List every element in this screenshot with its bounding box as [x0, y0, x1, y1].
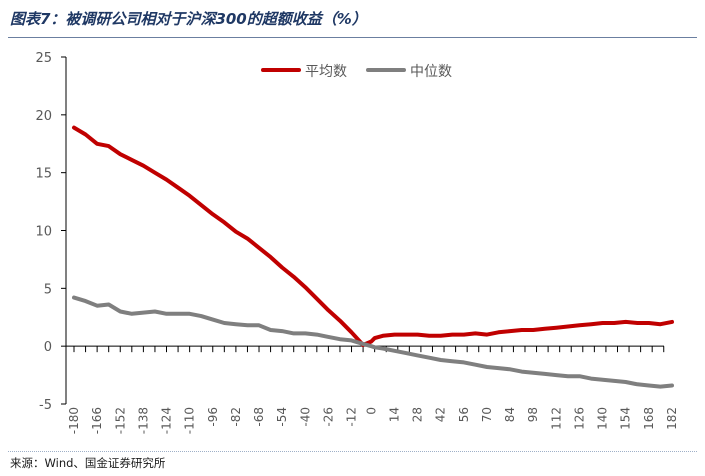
- x-tick-label: -68: [252, 407, 266, 427]
- legend-item-mean-label: 平均数: [305, 64, 347, 80]
- x-tick-label: -152: [113, 407, 127, 434]
- x-tick-label: -82: [229, 407, 243, 427]
- x-tick-label: 112: [549, 407, 563, 430]
- y-tick-label: 10: [35, 225, 52, 240]
- y-tick-label: 25: [35, 51, 52, 66]
- x-tick-label: 126: [572, 407, 586, 430]
- x-tick-label: 70: [480, 407, 494, 422]
- y-tick-label: 20: [35, 109, 52, 124]
- x-tick-label: -110: [183, 407, 197, 434]
- x-tick-label: -26: [321, 407, 335, 427]
- x-tick-label: -124: [160, 407, 174, 434]
- x-tick-label: 28: [411, 407, 425, 422]
- x-tick-label: 42: [434, 407, 448, 422]
- x-tick-label: -12: [345, 407, 359, 427]
- x-tick-label: 140: [596, 407, 610, 430]
- y-tick-label: 0: [44, 340, 52, 355]
- y-tick-label: -5: [39, 398, 52, 413]
- legend-item-median-label: 中位数: [410, 64, 452, 80]
- series-line-mean: [72, 125, 674, 347]
- x-tick-label: 182: [665, 407, 679, 430]
- y-tick-label: 5: [44, 282, 52, 297]
- y-tick-label: 15: [35, 167, 52, 182]
- x-tick-label: -166: [90, 407, 104, 434]
- x-tick-label: 0: [364, 407, 378, 415]
- x-tick-label: -180: [67, 407, 81, 434]
- source-note: 来源：Wind、国金证券研究所: [10, 456, 166, 470]
- x-tick-label: -138: [136, 407, 150, 434]
- x-tick-label: 84: [503, 407, 517, 422]
- x-tick-label: -96: [206, 407, 220, 427]
- x-tick-label: 98: [526, 407, 540, 422]
- x-tick-label: 154: [619, 407, 633, 430]
- x-tick-label: -54: [275, 407, 289, 427]
- x-tick-label: 56: [457, 407, 471, 422]
- x-tick-label: 14: [387, 407, 401, 422]
- chart-legend: 平均数 中位数: [261, 64, 452, 80]
- chart-series: [72, 125, 674, 389]
- x-tick-label: 168: [642, 407, 656, 430]
- source-divider: [8, 451, 697, 452]
- figure-title: 图表7：被调研公司相对于沪深300的超额收益（%）: [10, 10, 367, 28]
- x-tick-label: -40: [298, 407, 312, 427]
- series-line-median: [72, 295, 674, 389]
- title-divider: [8, 37, 697, 38]
